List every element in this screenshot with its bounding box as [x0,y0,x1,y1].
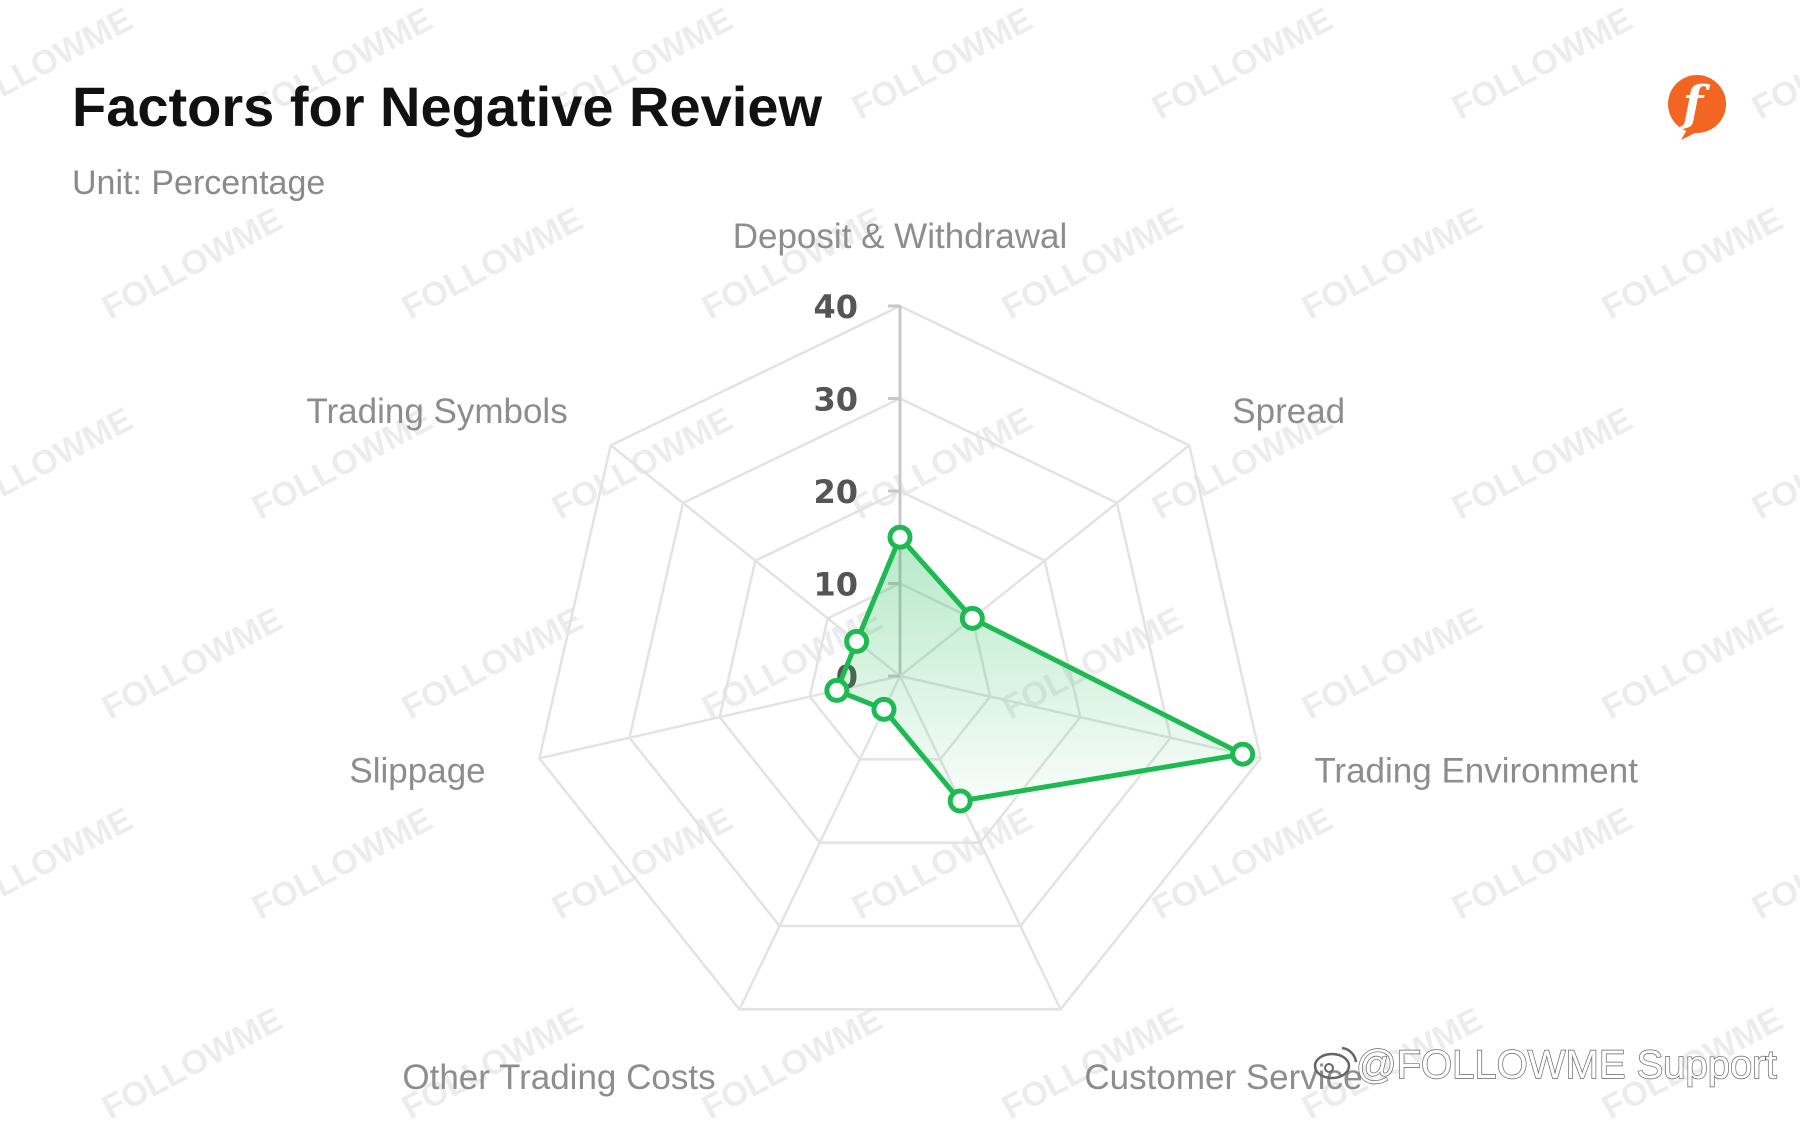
watermark-text: FOLLOWME [1446,0,1639,127]
category-label: Other Trading Costs [402,1058,715,1097]
data-point[interactable] [824,677,850,703]
chart-subtitle: Unit: Percentage [72,164,325,202]
category-label: Trading Symbols [306,392,567,431]
watermark-text: FOLLOWME [846,0,1039,127]
category-label: Slippage [349,752,485,791]
watermark-text: FOLLOWME [546,800,739,927]
data-point[interactable] [947,788,973,814]
series-layer [824,524,1256,814]
tick-label: 30 [813,381,858,419]
watermark-text: FOLLOWME [396,200,589,327]
category-label: Customer Service [1084,1058,1362,1097]
grid-spoke [738,675,902,1010]
watermark-text: FOLLOWME [246,800,439,927]
credit-text: @FOLLOWME Support [1356,1043,1777,1087]
watermark-text: FOLLOWME [96,200,289,327]
watermark-text: FOLLOWME [1446,800,1639,927]
category-labels: Deposit & Withdrawal Spread Trading Enviro… [306,217,1638,1097]
category-label: Trading Environment [1314,752,1638,791]
tick-label: 10 [813,566,858,604]
data-point[interactable] [959,605,985,631]
watermark-text: FOLLOWME [96,600,289,727]
watermark-text: FOLLOWME [0,400,139,527]
watermark-text: FOLLOWME [0,800,139,927]
grid-ring [628,397,1172,928]
data-point[interactable] [844,628,870,654]
watermark-text: FOLLOWME [1146,0,1339,127]
tick-label: 40 [813,288,858,326]
followme-logo-icon: f [1668,75,1726,140]
watermark-text: FOLLOWME [546,400,739,527]
watermark-text: FOLLOWME [1296,600,1489,727]
weibo-icon [1313,1046,1358,1080]
chart-title: Factors for Negative Review [72,75,822,138]
watermark-text: FOLLOWME [1746,800,1800,927]
watermark-text: FOLLOWME [1446,400,1639,527]
watermark-text: FOLLOWME [1596,600,1789,727]
watermark-text: FOLLOWME [1746,0,1800,127]
watermark-text: FOLLOWME [1596,200,1789,327]
value-ticks: 010203040 [813,288,900,696]
data-point[interactable] [871,696,897,722]
watermark-text: FOLLOWME [1746,400,1800,527]
grid-ring [718,489,1082,844]
category-label: Deposit & Withdrawal [733,217,1068,256]
data-point[interactable] [1230,741,1256,767]
weibo-credit: @FOLLOWME Support [1313,1042,1777,1088]
watermark-text: FOLLOWME [696,1000,889,1125]
watermark-text: FOLLOWME [846,800,1039,927]
watermark-text: FOLLOWME [96,1000,289,1125]
watermark-text: FOLLOWME [1146,800,1339,927]
watermark-text: FOLLOWME [1296,200,1489,327]
grid-ring [537,304,1263,1011]
tick-label: 20 [813,473,858,511]
series-area [834,534,1246,804]
data-point[interactable] [887,524,913,550]
category-label: Spread [1232,392,1345,431]
